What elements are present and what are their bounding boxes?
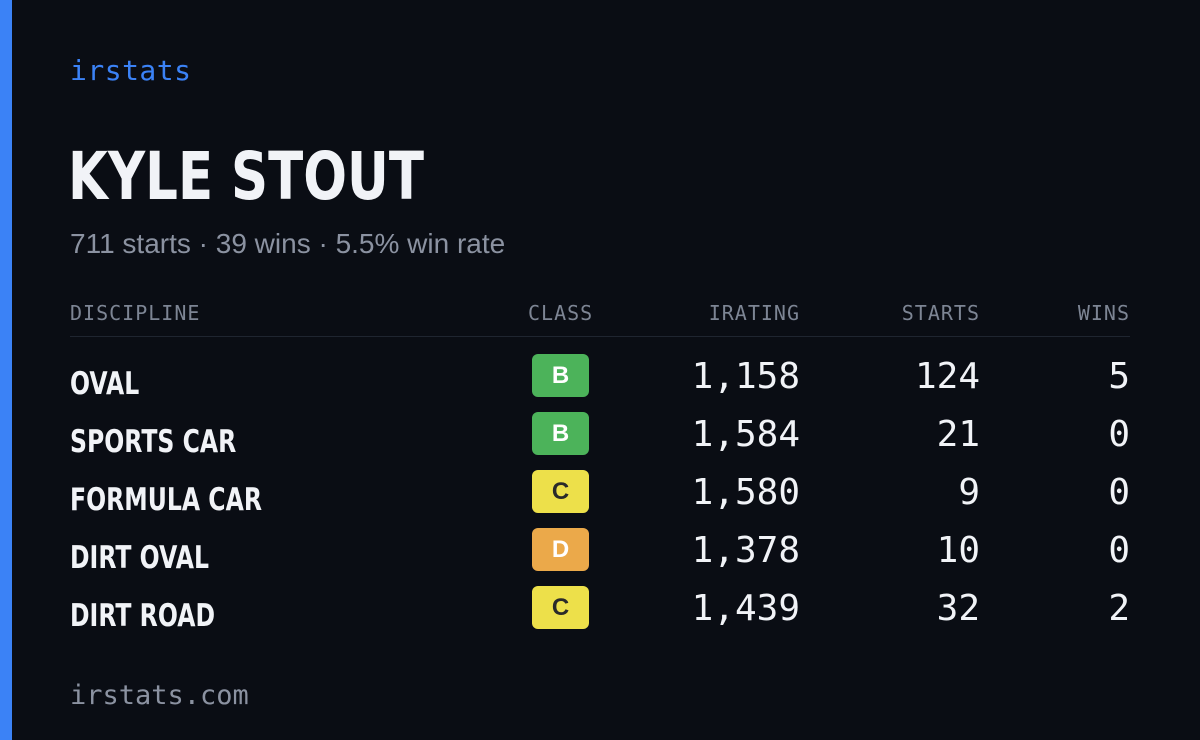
discipline-name: DIRT OVAL	[70, 540, 209, 576]
irating-value: 1,580	[691, 472, 800, 513]
starts-value: 21	[936, 414, 980, 455]
class-badge: C	[532, 586, 589, 629]
irating-value: 1,378	[691, 530, 800, 571]
starts-value: 9	[958, 472, 980, 513]
wins-value: 2	[1108, 588, 1130, 629]
class-badge: B	[532, 354, 589, 397]
wins-value: 0	[1108, 530, 1130, 571]
class-badge: B	[532, 412, 589, 455]
irating-value: 1,584	[691, 414, 800, 455]
starts-value: 10	[936, 530, 980, 571]
table-row: DIRT ROAD C 1,439 32 2	[70, 582, 1130, 640]
irating-value: 1,158	[691, 356, 800, 397]
footer-url: irstats.com	[70, 680, 249, 711]
wins-value: 0	[1108, 414, 1130, 455]
driver-name: KYLE STOUT	[68, 138, 424, 215]
header-class: CLASS	[528, 301, 594, 325]
irating-value: 1,439	[691, 588, 800, 629]
discipline-name: SPORTS CAR	[70, 424, 237, 460]
class-badge: C	[532, 470, 589, 513]
table-row: DIRT OVAL D 1,378 10 0	[70, 524, 1130, 582]
starts-value: 124	[914, 356, 980, 397]
career-summary: 711 starts · 39 wins · 5.5% win rate	[70, 228, 506, 259]
table-row: FORMULA CAR C 1,580 9 0	[70, 466, 1130, 524]
header-discipline: DISCIPLINE	[70, 301, 201, 325]
stats-table: OVAL B 1,158 124 5 SPORTS CAR B 1,584 21…	[70, 350, 1130, 640]
table-header: DISCIPLINE CLASS IRATING STARTS WINS	[70, 300, 1130, 337]
wins-value: 0	[1108, 472, 1130, 513]
header-irating: IRATING	[708, 301, 800, 325]
header-starts: STARTS	[901, 301, 980, 325]
table-row: SPORTS CAR B 1,584 21 0	[70, 408, 1130, 466]
header-wins: WINS	[1077, 301, 1130, 325]
table-row: OVAL B 1,158 124 5	[70, 350, 1130, 408]
wins-value: 5	[1108, 356, 1130, 397]
brand-logo: irstats	[70, 54, 192, 87]
discipline-name: OVAL	[70, 366, 140, 402]
class-badge: D	[532, 528, 589, 571]
discipline-name: DIRT ROAD	[70, 598, 216, 634]
discipline-name: FORMULA CAR	[70, 482, 262, 518]
accent-bar	[0, 0, 12, 740]
starts-value: 32	[936, 588, 980, 629]
